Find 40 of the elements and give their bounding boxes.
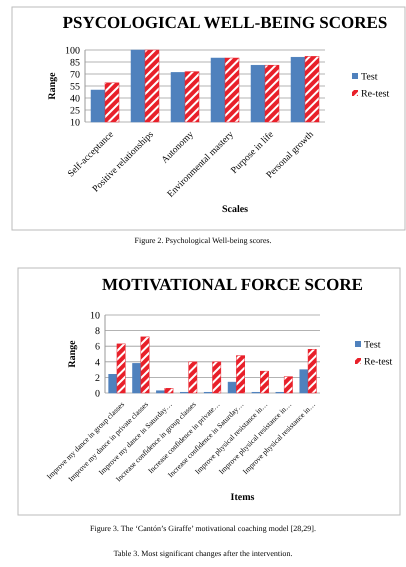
y-tick-label: 10 — [70, 118, 80, 128]
y-tick-label: 85 — [70, 58, 80, 68]
y-tick-label: 25 — [70, 106, 80, 116]
y-tick-label: 70 — [70, 70, 80, 80]
bar — [140, 336, 150, 394]
y-tick-label: 55 — [70, 82, 80, 92]
y-tick-label: 4 — [95, 357, 100, 368]
caption: Figure 3. The ‘Cantón’s Giraffe’ motivational coaching model [28,29]. — [90, 524, 316, 533]
y-tick-label: 2 — [95, 372, 100, 384]
bar — [156, 390, 165, 394]
legend-label: Re-test — [361, 88, 390, 100]
bar — [108, 374, 118, 394]
bar — [284, 376, 293, 394]
y-tick-label: 0 — [95, 388, 100, 400]
y-tick-label: 6 — [95, 342, 100, 353]
bar — [228, 382, 237, 394]
chart-title: MOTIVATIONAL FORCE SCORE — [102, 275, 364, 294]
legend-label: Re-test — [364, 356, 393, 368]
bar — [212, 362, 222, 394]
y-tick-label: 10 — [90, 310, 100, 322]
bar — [299, 369, 308, 394]
x-axis-title: Items — [230, 492, 255, 503]
caption: Table 3. Most significant changes after the intervention. — [114, 549, 292, 558]
bar — [260, 370, 269, 394]
y-tick-label: 8 — [95, 326, 100, 338]
x-axis-title: Scales — [222, 204, 248, 215]
y-tick-label: 100 — [65, 46, 80, 56]
bar — [308, 349, 317, 394]
y-tick-label: 40 — [70, 94, 80, 104]
bar — [116, 344, 126, 394]
legend-label: Test — [364, 340, 381, 350]
bar — [132, 363, 142, 394]
y-axis-title: Range — [47, 72, 58, 100]
bar — [164, 388, 174, 394]
y-axis-title: Range — [67, 340, 78, 368]
bar — [236, 355, 245, 394]
legend-label: Test — [361, 72, 378, 82]
bar — [188, 362, 198, 394]
chart-title: PSYCOLOGICAL WELL-BEING SCORES — [62, 13, 388, 32]
caption: Figure 2. Psychological Well-being scores. — [134, 236, 272, 245]
